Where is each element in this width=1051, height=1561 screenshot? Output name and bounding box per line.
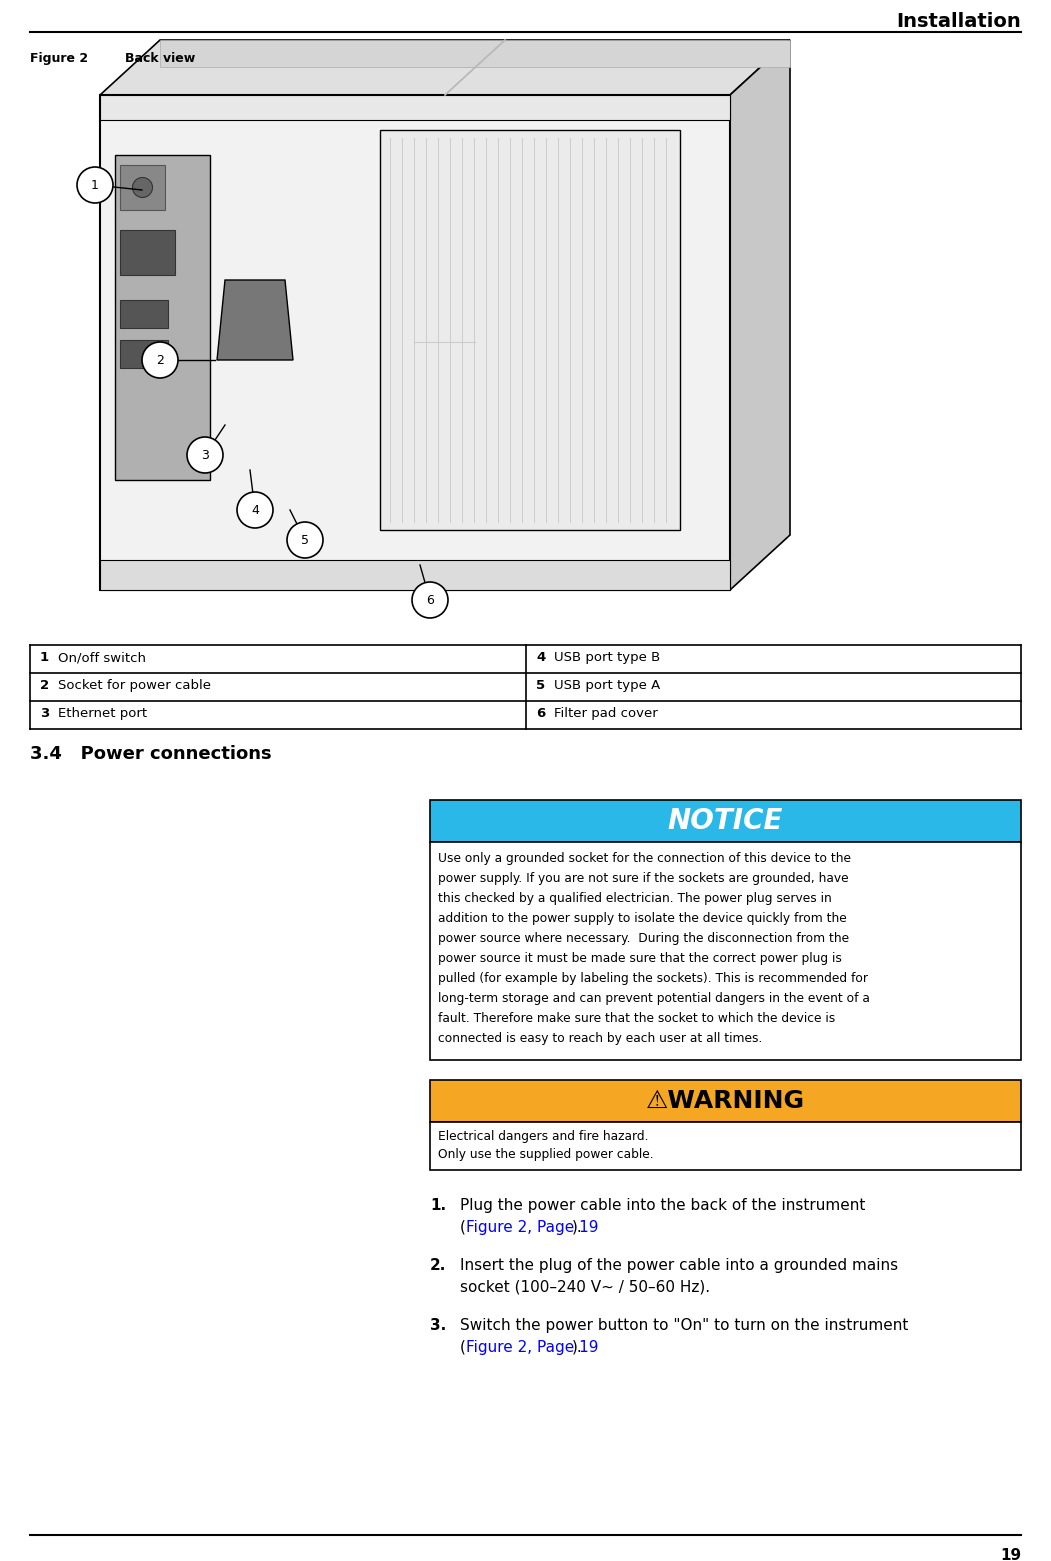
Bar <box>430 1122 1021 1171</box>
Polygon shape <box>100 560 730 590</box>
Bar <box>430 799 1021 841</box>
Polygon shape <box>120 165 165 211</box>
Text: Filter pad cover: Filter pad cover <box>554 707 658 720</box>
Polygon shape <box>160 41 790 67</box>
Text: NOTICE: NOTICE <box>667 807 783 835</box>
Circle shape <box>132 178 152 198</box>
Text: connected is easy to reach by each user at all times.: connected is easy to reach by each user … <box>438 1032 762 1044</box>
Text: 2.: 2. <box>430 1258 447 1274</box>
Text: this checked by a qualified electrician. The power plug serves in: this checked by a qualified electrician.… <box>438 891 831 905</box>
Text: (: ( <box>460 1221 466 1235</box>
Text: Insert the plug of the power cable into a grounded mains: Insert the plug of the power cable into … <box>460 1258 899 1274</box>
Polygon shape <box>100 41 790 95</box>
Text: 19: 19 <box>1000 1549 1021 1561</box>
Text: power source it must be made sure that the correct power plug is: power source it must be made sure that t… <box>438 952 842 965</box>
Polygon shape <box>120 340 168 368</box>
Polygon shape <box>730 41 790 590</box>
Text: 3: 3 <box>40 707 49 720</box>
Circle shape <box>77 167 114 203</box>
Text: Figure 2: Figure 2 <box>30 52 88 66</box>
Text: Figure 2, Page 19: Figure 2, Page 19 <box>467 1339 599 1355</box>
Text: Figure 2, Page 19: Figure 2, Page 19 <box>467 1221 599 1235</box>
Circle shape <box>236 492 273 528</box>
Bar <box>430 841 1021 1060</box>
Text: USB port type B: USB port type B <box>554 651 660 663</box>
Text: 3: 3 <box>201 448 209 462</box>
Text: Electrical dangers and fire hazard.: Electrical dangers and fire hazard. <box>438 1130 648 1143</box>
Text: Plug the power cable into the back of the instrument: Plug the power cable into the back of th… <box>460 1197 865 1213</box>
Text: 6: 6 <box>426 593 434 607</box>
Polygon shape <box>380 130 680 531</box>
Text: Installation: Installation <box>897 12 1021 31</box>
Text: 3.4   Power connections: 3.4 Power connections <box>30 745 271 763</box>
Text: 5: 5 <box>301 534 309 546</box>
Text: 2: 2 <box>156 353 164 367</box>
Text: Socket for power cable: Socket for power cable <box>58 679 211 692</box>
Polygon shape <box>100 95 730 590</box>
Text: 1: 1 <box>91 178 99 192</box>
Circle shape <box>142 342 178 378</box>
Text: pulled (for example by labeling the sockets). This is recommended for: pulled (for example by labeling the sock… <box>438 973 868 985</box>
Text: socket (100–240 V~ / 50–60 Hz).: socket (100–240 V~ / 50–60 Hz). <box>460 1280 710 1296</box>
Text: Use only a grounded socket for the connection of this device to the: Use only a grounded socket for the conne… <box>438 852 851 865</box>
Text: 4: 4 <box>251 504 259 517</box>
Text: Switch the power button to "On" to turn on the instrument: Switch the power button to "On" to turn … <box>460 1317 908 1333</box>
Text: ⚠WARNING: ⚠WARNING <box>646 1090 805 1113</box>
Text: Back view: Back view <box>125 52 195 66</box>
Bar <box>430 1080 1021 1122</box>
Text: 3.: 3. <box>430 1317 447 1333</box>
Text: Ethernet port: Ethernet port <box>58 707 147 720</box>
Text: 2: 2 <box>40 679 49 692</box>
Polygon shape <box>115 155 210 479</box>
Text: 1.: 1. <box>430 1197 446 1213</box>
Text: ).: ). <box>572 1221 582 1235</box>
Text: 6: 6 <box>536 707 545 720</box>
Text: Only use the supplied power cable.: Only use the supplied power cable. <box>438 1147 654 1161</box>
Circle shape <box>412 582 448 618</box>
Text: On/off switch: On/off switch <box>58 651 146 663</box>
Text: power source where necessary.  During the disconnection from the: power source where necessary. During the… <box>438 932 849 944</box>
Polygon shape <box>120 229 176 275</box>
Text: (: ( <box>460 1339 466 1355</box>
Polygon shape <box>100 95 730 120</box>
Text: power supply. If you are not sure if the sockets are grounded, have: power supply. If you are not sure if the… <box>438 873 848 885</box>
Polygon shape <box>217 279 293 361</box>
Text: addition to the power supply to isolate the device quickly from the: addition to the power supply to isolate … <box>438 912 847 926</box>
Text: USB port type A: USB port type A <box>554 679 660 692</box>
Text: 4: 4 <box>536 651 545 663</box>
Text: long-term storage and can prevent potential dangers in the event of a: long-term storage and can prevent potent… <box>438 991 870 1005</box>
Circle shape <box>187 437 223 473</box>
Text: 5: 5 <box>536 679 545 692</box>
Text: ).: ). <box>572 1339 582 1355</box>
Polygon shape <box>120 300 168 328</box>
Text: fault. Therefore make sure that the socket to which the device is: fault. Therefore make sure that the sock… <box>438 1012 836 1026</box>
Circle shape <box>287 521 323 557</box>
Text: 1: 1 <box>40 651 49 663</box>
